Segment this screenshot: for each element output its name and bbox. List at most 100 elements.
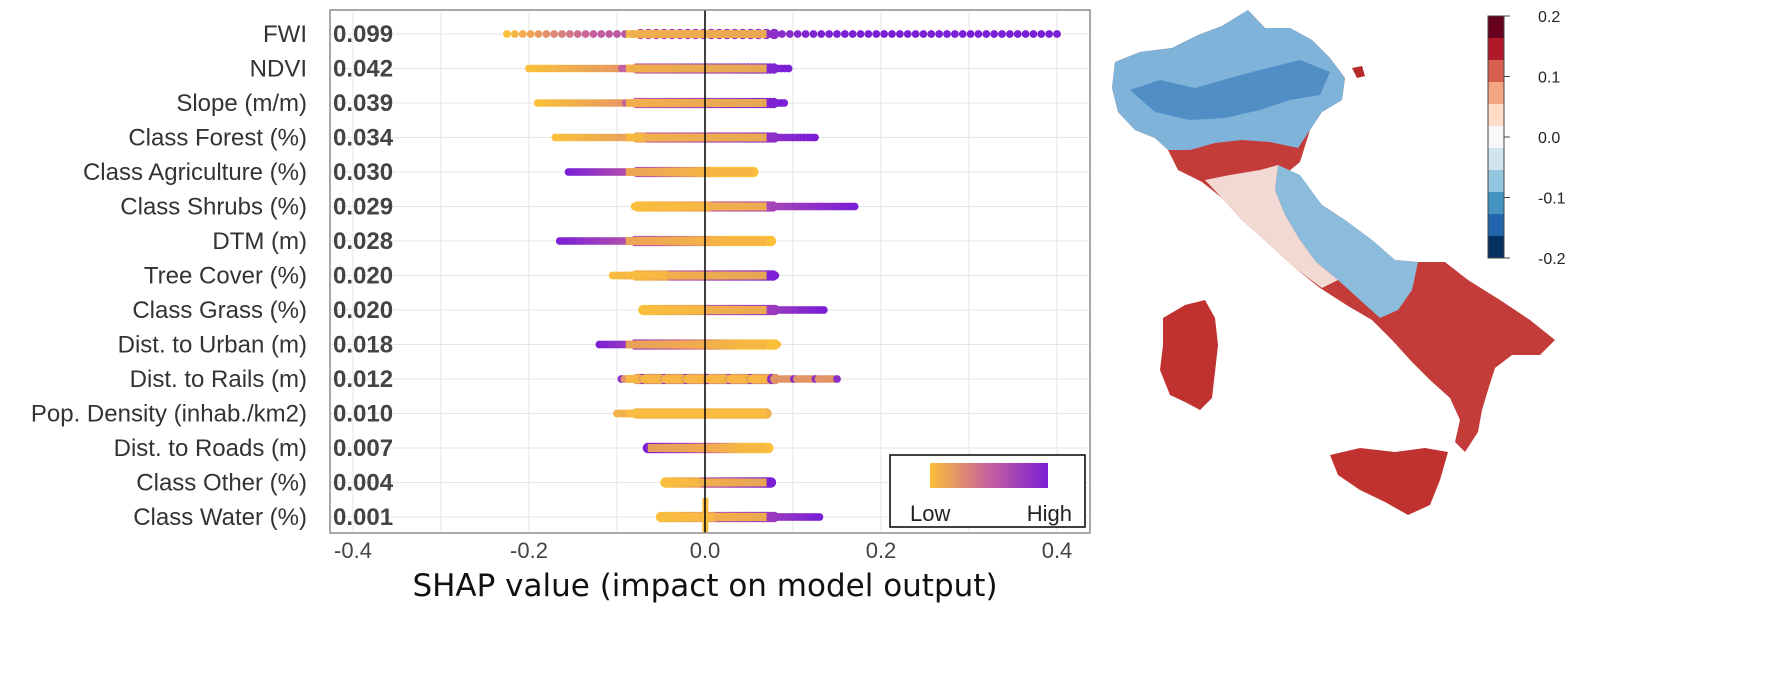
shap-point — [848, 30, 857, 38]
shap-core — [625, 30, 767, 38]
shap-point — [773, 340, 782, 349]
shap-band — [630, 201, 859, 212]
x-tick-label: -0.2 — [510, 538, 548, 563]
shap-point — [784, 64, 793, 73]
shap-band — [617, 373, 841, 385]
shap-point — [542, 30, 551, 38]
colorbar-swatch — [1488, 16, 1504, 39]
colorbar-swatch — [1488, 60, 1504, 83]
colorbar-tick-label: 0.0 — [1538, 130, 1560, 147]
shap-point — [888, 30, 896, 38]
shap-band — [555, 235, 777, 247]
shap-point — [765, 477, 777, 488]
colorbar-swatch — [1488, 236, 1504, 259]
shap-point — [1021, 30, 1030, 38]
feature-importance: 0.039 — [333, 90, 393, 117]
colorbar-ticks: 0.2 0.1 0.0 -0.1 -0.2 — [1504, 10, 1566, 268]
shap-point — [927, 30, 936, 38]
legend-gradient — [930, 463, 1048, 488]
colorbar-swatch — [1488, 148, 1504, 171]
shap-core — [625, 237, 767, 245]
map-istria — [1352, 66, 1365, 78]
shap-point — [613, 30, 621, 38]
map-center-blue — [1275, 165, 1418, 318]
legend-low-label: Low — [910, 501, 950, 526]
feature-name: DTM (m) — [212, 228, 307, 255]
shap-point — [597, 30, 606, 38]
color-legend: Low High — [889, 454, 1086, 528]
shap-point — [605, 30, 614, 38]
shap-point — [1053, 30, 1061, 38]
feature-name: Dist. to Rails (m) — [130, 366, 307, 393]
map-sardinia — [1160, 300, 1218, 410]
shap-core — [625, 271, 767, 280]
colorbar-tick-label: 0.2 — [1538, 10, 1560, 26]
colorbar-swatches — [1488, 16, 1504, 259]
shap-point — [815, 513, 824, 521]
shap-point — [998, 30, 1006, 38]
feature-importance: 0.099 — [333, 21, 393, 48]
x-axis-ticks: -0.4 -0.2 0.0 0.2 0.4 — [334, 538, 1072, 563]
feature-importance: 0.028 — [333, 228, 393, 255]
shap-point — [819, 306, 828, 314]
shap-point — [958, 30, 967, 38]
colorbar-tick-label: -0.1 — [1538, 191, 1566, 208]
feature-name: Class Water (%) — [133, 504, 307, 531]
feature-importance: 0.010 — [333, 401, 393, 428]
shap-band — [533, 97, 789, 109]
shap-point — [581, 30, 590, 38]
feature-name: Class Grass (%) — [132, 297, 307, 324]
shap-point — [833, 30, 841, 38]
shap-point — [768, 28, 780, 40]
shap-core — [625, 409, 767, 418]
shap-point — [817, 30, 826, 38]
colorbar-swatch — [1488, 192, 1504, 215]
shap-band — [551, 132, 819, 143]
feature-importance: 0.004 — [333, 470, 394, 497]
feature-importance: 0.007 — [333, 435, 393, 462]
shap-point — [895, 30, 904, 38]
shap-point — [793, 30, 802, 38]
shap-point — [982, 30, 991, 38]
shap-core — [625, 375, 767, 383]
shap-point — [880, 30, 889, 38]
shap-point — [510, 30, 519, 38]
feature-importance: 0.034 — [333, 125, 394, 152]
feature-name: NDVI — [250, 56, 307, 83]
shap-point — [1029, 30, 1038, 38]
shap-point — [565, 30, 574, 38]
feature-importance: 0.020 — [333, 263, 393, 290]
feature-labels: FWI 0.099 NDVI 0.042 Slope (m/m) 0.039 Class F… — [31, 21, 394, 531]
shap-point — [771, 271, 780, 280]
shap-point — [840, 30, 849, 38]
shap-point — [1037, 30, 1046, 38]
colorbar-swatch — [1488, 126, 1504, 149]
shap-point — [850, 202, 859, 211]
shap-point — [872, 30, 881, 38]
shap-point — [785, 30, 794, 38]
shap-point — [811, 133, 819, 142]
colorbar-swatch — [1488, 82, 1504, 105]
shap-point — [825, 30, 834, 38]
shap-band — [638, 304, 828, 316]
shap-point — [911, 30, 920, 38]
shap-point — [966, 30, 975, 38]
shap-point — [801, 30, 810, 38]
feature-name: Pop. Density (inhab./km2) — [31, 401, 307, 428]
colorbar-swatch — [1488, 104, 1504, 127]
shap-core — [625, 340, 767, 349]
shap-point — [856, 30, 865, 38]
shap-point — [935, 30, 944, 38]
feature-name: Class Other (%) — [136, 470, 307, 497]
shap-band — [525, 63, 793, 74]
shap-point — [780, 99, 789, 107]
shap-point — [573, 30, 582, 38]
shap-point — [534, 30, 543, 38]
shap-band — [595, 339, 782, 350]
italy-map — [1112, 10, 1555, 515]
x-tick-label: -0.4 — [334, 538, 372, 563]
x-axis-label: SHAP value (impact on model output) — [412, 568, 997, 604]
map-sicily — [1330, 448, 1448, 515]
colorbar-swatch — [1488, 38, 1504, 61]
